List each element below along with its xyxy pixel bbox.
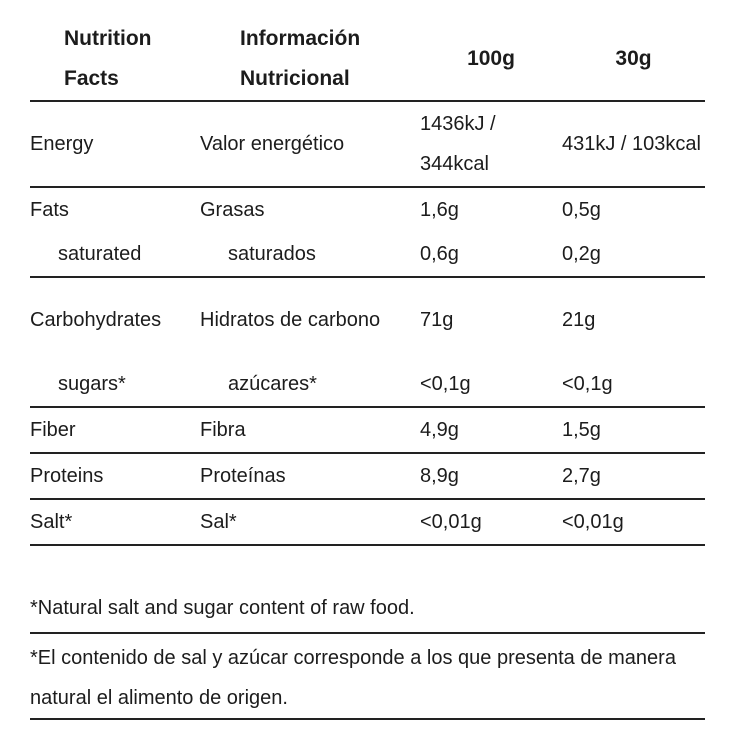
- row-label-en: saturated: [30, 232, 200, 278]
- value-100g: <0,01g: [420, 499, 562, 546]
- table-body: Energy Valor energético 1436kJ / 344kcal…: [30, 101, 705, 546]
- row-label-es: azúcares*: [200, 362, 420, 408]
- value-100g: 0,6g: [420, 232, 562, 278]
- value-30g: 1,5g: [562, 407, 705, 454]
- header-informacion-nutricional: Información Nutricional: [200, 18, 420, 102]
- nutrition-document: Nutrition Facts Información Nutricional …: [30, 0, 705, 750]
- value-100g: <0,1g: [420, 362, 562, 408]
- value-30g: 21g: [562, 309, 596, 331]
- value-30g: 0,2g: [562, 232, 705, 278]
- value-30g: <0,01g: [562, 499, 705, 546]
- table-row: Fiber Fibra 4,9g 1,5g: [30, 407, 705, 454]
- nutrition-table: Nutrition Facts Información Nutricional …: [30, 18, 705, 546]
- value-100g: 4,9g: [420, 407, 562, 454]
- row-label-en: Energy: [30, 101, 200, 188]
- header-nutrition-facts: Nutrition Facts: [30, 18, 200, 102]
- footnote-en: *Natural salt and sugar content of raw f…: [30, 588, 705, 634]
- value-100g: 1,6g: [420, 199, 459, 221]
- row-label-en: Carbohydrates: [30, 309, 162, 331]
- value-100g: 1436kJ / 344kcal: [420, 101, 562, 188]
- header-100g: 100g: [420, 18, 562, 102]
- table-row: saturated saturados 0,6g 0,2g: [30, 232, 705, 278]
- table-row: Carbohydrates Hidratos de carbono 71g 21…: [30, 277, 705, 362]
- row-label-en: Fats: [30, 199, 69, 221]
- header-row: Nutrition Facts Información Nutricional …: [30, 18, 705, 102]
- row-label-es: Hidratos de carbono: [200, 309, 381, 331]
- row-label-es: saturados: [200, 232, 420, 278]
- row-label-es: Fibra: [200, 407, 420, 454]
- row-label-en: Salt*: [30, 499, 200, 546]
- table-row: sugars* azúcares* <0,1g <0,1g: [30, 362, 705, 408]
- value-100g: 8,9g: [420, 453, 562, 500]
- row-label-en: sugars*: [30, 362, 200, 408]
- value-30g: 431kJ / 103kcal: [562, 101, 705, 188]
- row-label-es: Sal*: [200, 499, 420, 546]
- footnote-es: *El contenido de sal y azúcar correspond…: [30, 634, 705, 720]
- row-label-en: Fiber: [30, 407, 200, 454]
- value-30g: 0,5g: [562, 199, 601, 221]
- row-label-es: Valor energético: [200, 101, 420, 188]
- table-header: Nutrition Facts Información Nutricional …: [30, 18, 705, 102]
- row-label-es: Proteínas: [200, 453, 420, 500]
- table-row: Proteins Proteínas 8,9g 2,7g: [30, 453, 705, 500]
- row-label-es: Grasas: [200, 199, 265, 221]
- row-label-en: Proteins: [30, 453, 200, 500]
- table-row: Energy Valor energético 1436kJ / 344kcal…: [30, 101, 705, 188]
- footnotes: *Natural salt and sugar content of raw f…: [30, 588, 705, 720]
- table-row: Salt* Sal* <0,01g <0,01g: [30, 499, 705, 546]
- value-30g: <0,1g: [562, 362, 705, 408]
- value-100g: 71g: [420, 309, 454, 331]
- header-30g: 30g: [562, 18, 705, 102]
- table-row: Fats Grasas 1,6g 0,5g: [30, 187, 705, 232]
- value-30g: 2,7g: [562, 453, 705, 500]
